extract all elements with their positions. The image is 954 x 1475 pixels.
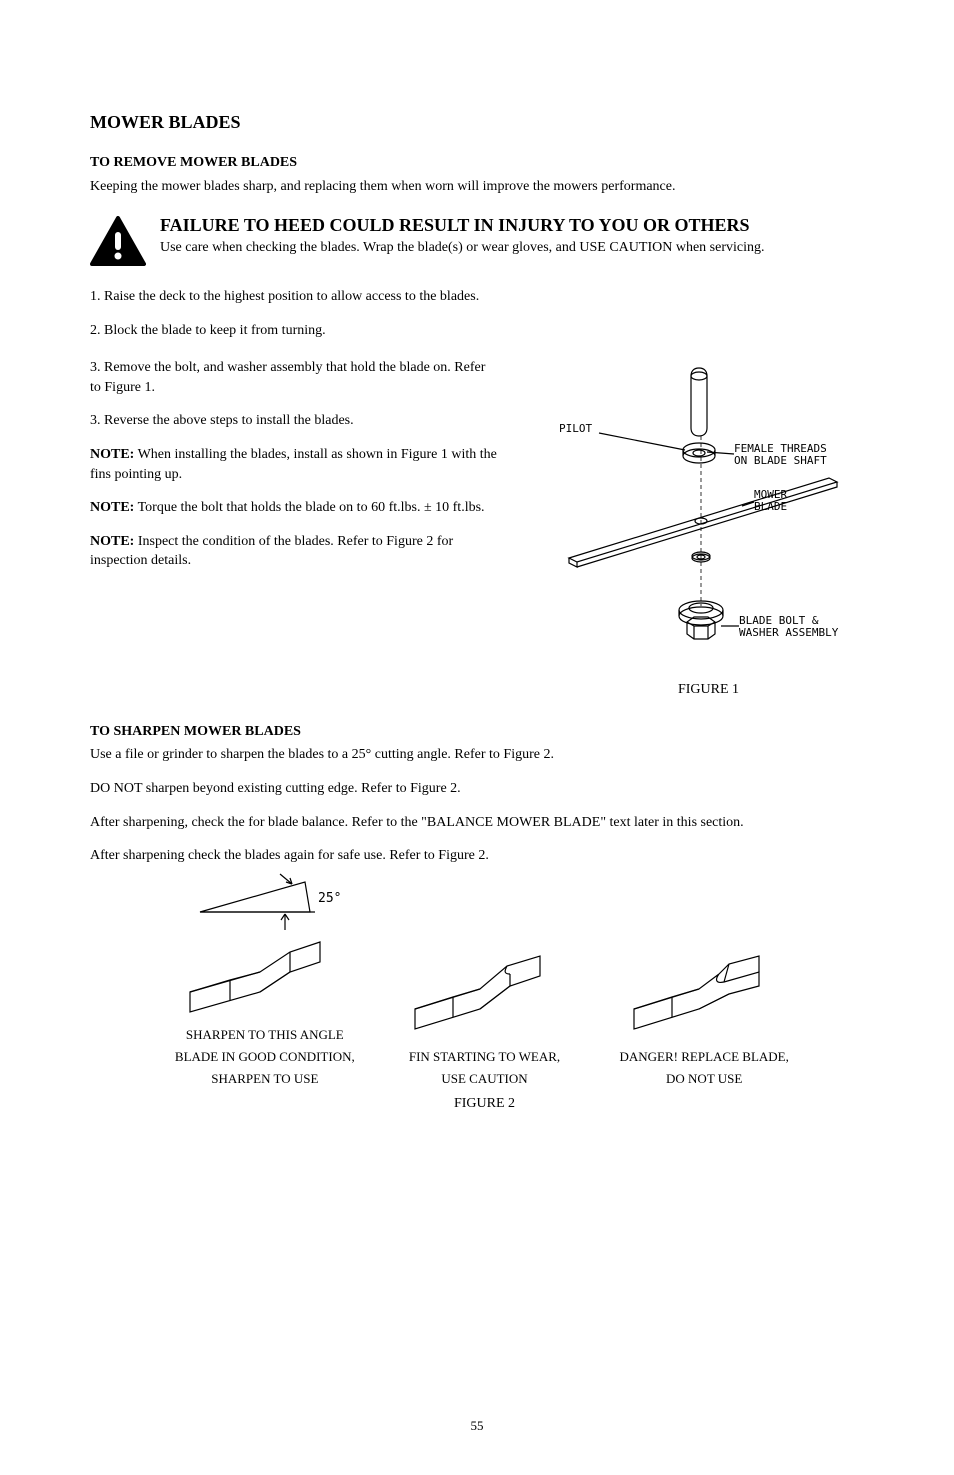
fig2-cap4-2: DO NOT USE <box>666 1070 742 1088</box>
fig2-angle-block: 25° SHARPEN TO THIS ANGLE BLADE IN GOOD … <box>170 872 360 1089</box>
sharpen-p4: After sharpening check the blades again … <box>90 846 879 866</box>
fig1-pilot-label: PILOT <box>559 422 592 435</box>
warning-text: FAILURE TO HEED COULD RESULT IN INJURY T… <box>160 214 879 257</box>
fig2-cap4-1: DANGER! REPLACE BLADE, <box>620 1048 789 1066</box>
fig2-cap3-2: USE CAUTION <box>441 1070 527 1088</box>
step-2: 2. Block the blade to keep it from turni… <box>90 321 879 341</box>
figure-2-row: 25° SHARPEN TO THIS ANGLE BLADE IN GOOD … <box>90 872 879 1089</box>
note-2-label: NOTE: <box>90 500 134 515</box>
note-3: NOTE: Inspect the condition of the blade… <box>90 532 499 571</box>
sharpen-p1: Use a file or grinder to sharpen the bla… <box>90 745 879 765</box>
fig2-cap2-2: SHARPEN TO USE <box>211 1070 318 1088</box>
sharpen-p2: DO NOT sharpen beyond existing cutting e… <box>90 779 879 799</box>
figure-1-container: PILOT FEMALE THREADS ON BLADE SHAFT MOWE… <box>519 358 879 678</box>
intro-text: Keeping the mower blades sharp, and repl… <box>90 177 879 197</box>
note-2-text: Torque the bolt that holds the blade on … <box>134 500 484 515</box>
note-1-text: When installing the blades, install as s… <box>90 447 497 482</box>
fig2-angle-label: 25° <box>318 891 341 906</box>
figure-2-caption: FIGURE 2 <box>90 1094 879 1114</box>
fig2-wear-block: FIN STARTING TO WEAR, USE CAUTION <box>390 944 580 1088</box>
step-3b: 3. Reverse the above steps to install th… <box>90 411 499 431</box>
fig2-danger-block: DANGER! REPLACE BLADE, DO NOT USE <box>609 944 799 1088</box>
sharpen-title: TO SHARPEN MOWER BLADES <box>90 722 879 742</box>
mower-blades-title: MOWER BLADES <box>90 110 879 135</box>
step-3a: 3. Remove the bolt, and washer assembly … <box>90 358 499 397</box>
warning-triangle-icon <box>90 216 146 273</box>
figure-1-svg: PILOT FEMALE THREADS ON BLADE SHAFT MOWE… <box>529 358 869 678</box>
note-3-label: NOTE: <box>90 534 134 549</box>
figure-1-caption: FIGURE 1 <box>90 680 739 700</box>
steps-column: 3. Remove the bolt, and washer assembly … <box>90 358 499 678</box>
fig2-danger-svg <box>629 944 779 1044</box>
fig2-wear-svg <box>410 944 560 1044</box>
fig2-angle-svg: 25° <box>180 872 350 1022</box>
note-1: NOTE: When installing the blades, instal… <box>90 445 499 484</box>
note-2: NOTE: Torque the bolt that holds the bla… <box>90 498 499 518</box>
fig2-cap1: SHARPEN TO THIS ANGLE <box>186 1026 344 1044</box>
step-1: 1. Raise the deck to the highest positio… <box>90 287 879 307</box>
sharpen-p3: After sharpening, check the for blade ba… <box>90 813 879 833</box>
note-3-text: Inspect the condition of the blades. Ref… <box>90 534 453 569</box>
warning-block: FAILURE TO HEED COULD RESULT IN INJURY T… <box>90 214 879 273</box>
fig2-cap2-1: BLADE IN GOOD CONDITION, <box>175 1048 355 1066</box>
page-number: 55 <box>0 1417 954 1435</box>
warning-body: Use care when checking the blades. Wrap … <box>160 238 879 258</box>
steps-and-figure: 3. Remove the bolt, and washer assembly … <box>90 358 879 678</box>
remove-blades-subtitle: TO REMOVE MOWER BLADES <box>90 153 879 173</box>
fig1-bolt-label-2: WASHER ASSEMBLY <box>739 626 839 639</box>
warning-heading: FAILURE TO HEED COULD RESULT IN INJURY T… <box>160 214 879 237</box>
fig2-cap3-1: FIN STARTING TO WEAR, <box>409 1048 560 1066</box>
fig1-blade-label-2: BLADE <box>754 500 787 513</box>
note-1-label: NOTE: <box>90 447 134 462</box>
fig1-threads-label-2: ON BLADE SHAFT <box>734 454 827 467</box>
